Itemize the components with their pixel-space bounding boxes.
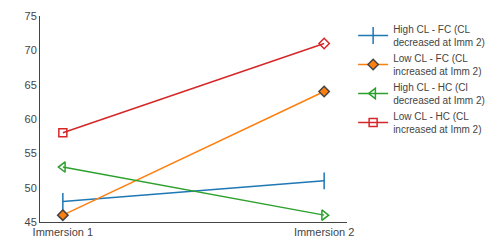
svg-text:60: 60: [25, 113, 37, 125]
svg-text:High CL - HC (Cldecreased at I: High CL - HC (Cldecreased at Imm 2): [393, 82, 485, 106]
svg-text:55: 55: [25, 147, 37, 159]
svg-text:High CL - FC (CLdecreased at I: High CL - FC (CLdecreased at Imm 2): [393, 24, 485, 48]
svg-text:45: 45: [25, 216, 37, 228]
svg-text:70: 70: [25, 44, 37, 56]
svg-text:Immersion 2: Immersion 2: [294, 226, 355, 238]
svg-text:50: 50: [25, 182, 37, 194]
svg-text:75: 75: [25, 10, 37, 22]
svg-text:Low CL - FC (CLincreased at Im: Low CL - FC (CLincreased at Imm 2): [393, 53, 481, 77]
svg-text:65: 65: [25, 79, 37, 91]
svg-text:Immersion 1: Immersion 1: [33, 226, 94, 238]
svg-text:Low CL - HC (CLincreased at Im: Low CL - HC (CLincreased at Imm 2): [393, 111, 481, 135]
